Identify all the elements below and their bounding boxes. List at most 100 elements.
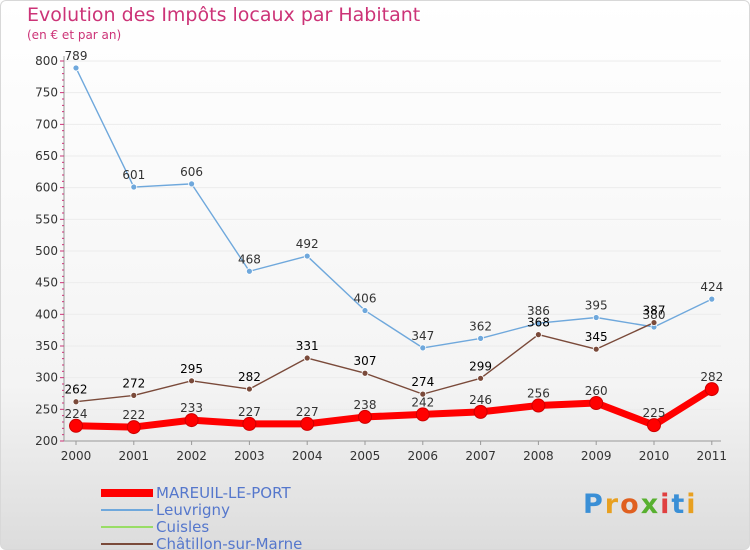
logo-letter: i bbox=[686, 489, 698, 520]
grid-lines bbox=[64, 60, 721, 442]
data-label-leuvrigny: 406 bbox=[354, 292, 377, 306]
data-label-chatillon-sur-marne: 262 bbox=[65, 383, 88, 397]
legend-label: Châtillon-sur-Marne bbox=[156, 535, 303, 550]
data-label-chatillon-sur-marne: 295 bbox=[180, 362, 203, 376]
x-tick-label: 2005 bbox=[350, 449, 381, 463]
x-tick-label: 2003 bbox=[234, 449, 265, 463]
data-label-leuvrigny: 468 bbox=[238, 252, 261, 266]
series-line-leuvrigny bbox=[75, 67, 713, 349]
data-label-leuvrigny: 380 bbox=[643, 308, 666, 322]
data-label-chatillon-sur-marne: 331 bbox=[296, 339, 319, 353]
x-tick-label: 2004 bbox=[292, 449, 323, 463]
data-label-mareuil-le-port: 225 bbox=[643, 406, 666, 420]
y-tick-label: 550 bbox=[35, 212, 58, 226]
data-label-mareuil-le-port: 224 bbox=[65, 407, 88, 421]
data-point-chatillon-sur-marne bbox=[188, 377, 196, 385]
legend-label: Leuvrigny bbox=[156, 501, 230, 519]
data-label-leuvrigny: 601 bbox=[122, 168, 145, 182]
data-label-leuvrigny: 395 bbox=[585, 299, 608, 313]
data-point-mareuil-le-port bbox=[473, 404, 488, 419]
data-label-leuvrigny: 606 bbox=[180, 165, 203, 179]
y-tick-label: 300 bbox=[35, 371, 58, 385]
data-label-chatillon-sur-marne: 299 bbox=[469, 359, 492, 373]
data-point-leuvrigny bbox=[303, 252, 311, 260]
data-point-mareuil-le-port bbox=[69, 418, 83, 433]
axes bbox=[63, 56, 721, 442]
data-point-chatillon-sur-marne bbox=[130, 391, 138, 399]
data-point-leuvrigny bbox=[592, 314, 600, 321]
legend-swatch bbox=[101, 509, 153, 511]
data-point-mareuil-le-port bbox=[126, 420, 141, 435]
data-point-leuvrigny bbox=[245, 267, 253, 275]
data-label-mareuil-le-port: 227 bbox=[238, 405, 261, 419]
legend-label: Cuisles bbox=[156, 518, 210, 536]
data-label-leuvrigny: 362 bbox=[469, 319, 492, 333]
data-point-chatillon-sur-marne bbox=[72, 398, 80, 406]
legend-swatch bbox=[101, 543, 153, 545]
logo-letter: i bbox=[660, 489, 672, 520]
data-point-chatillon-sur-marne bbox=[650, 319, 658, 326]
logo-letter: x bbox=[640, 489, 661, 520]
data-point-mareuil-le-port bbox=[531, 398, 546, 413]
data-label-chatillon-sur-marne: 307 bbox=[354, 354, 377, 368]
proxiti-logo: Proxiti bbox=[583, 489, 698, 520]
x-tick-label: 2009 bbox=[581, 449, 612, 463]
logo-letter: o bbox=[620, 489, 641, 520]
data-label-mareuil-le-port: 233 bbox=[180, 401, 203, 415]
data-labels: 224 222 233 227 227 238 242 246 256 260 225 282 789 6… bbox=[65, 49, 724, 422]
data-point-chatillon-sur-marne bbox=[245, 385, 253, 393]
data-point-leuvrigny bbox=[130, 183, 138, 191]
x-tick-label: 2002 bbox=[176, 449, 207, 463]
y-axis-ticks: 200 250 300 350 400 450 500 550 600 650 700 750 800 bbox=[35, 54, 64, 448]
line-chart: 200250300350400450500550600650700750800 … bbox=[35, 49, 727, 463]
plot-area bbox=[69, 64, 719, 435]
x-tick-label: 2007 bbox=[465, 449, 496, 463]
data-label-chatillon-sur-marne: 387 bbox=[643, 304, 666, 318]
data-point-mareuil-le-port bbox=[300, 416, 315, 431]
x-tick-label: 2001 bbox=[119, 449, 150, 463]
data-label-mareuil-le-port: 242 bbox=[411, 395, 434, 409]
logo-letter: r bbox=[604, 489, 621, 520]
data-point-leuvrigny bbox=[419, 344, 427, 352]
legend-label: MAREUIL-LE-PORT bbox=[156, 484, 291, 502]
y-tick-label: 400 bbox=[35, 307, 58, 321]
legend-item: Leuvrigny bbox=[101, 501, 361, 520]
y-tick-label: 650 bbox=[35, 149, 58, 163]
data-point-mareuil-le-port bbox=[647, 418, 661, 433]
series-line-mareuil-le-port bbox=[72, 385, 716, 431]
data-label-mareuil-le-port: 227 bbox=[296, 405, 319, 419]
data-point-leuvrigny bbox=[535, 319, 542, 327]
x-tick-label: 2008 bbox=[523, 449, 554, 463]
legend-swatch bbox=[101, 526, 153, 528]
data-label-mareuil-le-port: 238 bbox=[354, 398, 377, 412]
logo-letter: P bbox=[583, 489, 605, 520]
data-point-mareuil-le-port bbox=[415, 407, 430, 422]
y-tick-label: 800 bbox=[35, 54, 58, 68]
legend-item: Châtillon-sur-Marne bbox=[101, 535, 361, 550]
data-point-chatillon-sur-marne bbox=[477, 374, 485, 382]
data-point-chatillon-sur-marne bbox=[592, 345, 600, 353]
y-tick-label: 750 bbox=[35, 86, 58, 100]
data-label-leuvrigny: 347 bbox=[411, 329, 434, 343]
x-axis-ticks: 2000 2001 2002 2003 2004 2005 2006 2007 2008 2009… bbox=[61, 441, 727, 463]
data-point-mareuil-le-port bbox=[242, 416, 257, 431]
legend-item: MAREUIL-LE-PORT bbox=[101, 484, 361, 503]
data-label-mareuil-le-port: 222 bbox=[122, 408, 145, 422]
y-tick-label: 500 bbox=[35, 244, 58, 258]
data-label-mareuil-le-port: 260 bbox=[585, 384, 608, 398]
data-point-leuvrigny bbox=[477, 334, 485, 342]
data-label-leuvrigny: 386 bbox=[527, 304, 550, 318]
data-point-leuvrigny bbox=[188, 180, 196, 188]
y-tick-label: 700 bbox=[35, 117, 58, 131]
data-point-mareuil-le-port bbox=[589, 396, 604, 410]
legend-swatch bbox=[101, 489, 153, 497]
data-label-leuvrigny: 492 bbox=[296, 237, 319, 251]
data-point-leuvrigny bbox=[708, 295, 716, 303]
data-point-leuvrigny bbox=[361, 307, 369, 314]
x-tick-label: 2010 bbox=[639, 449, 670, 463]
y-tick-label: 200 bbox=[35, 434, 58, 448]
data-label-leuvrigny: 789 bbox=[65, 49, 88, 63]
chart-title: Evolution des Impôts locaux par Habitant bbox=[27, 4, 421, 26]
y-tick-label: 600 bbox=[35, 181, 58, 195]
